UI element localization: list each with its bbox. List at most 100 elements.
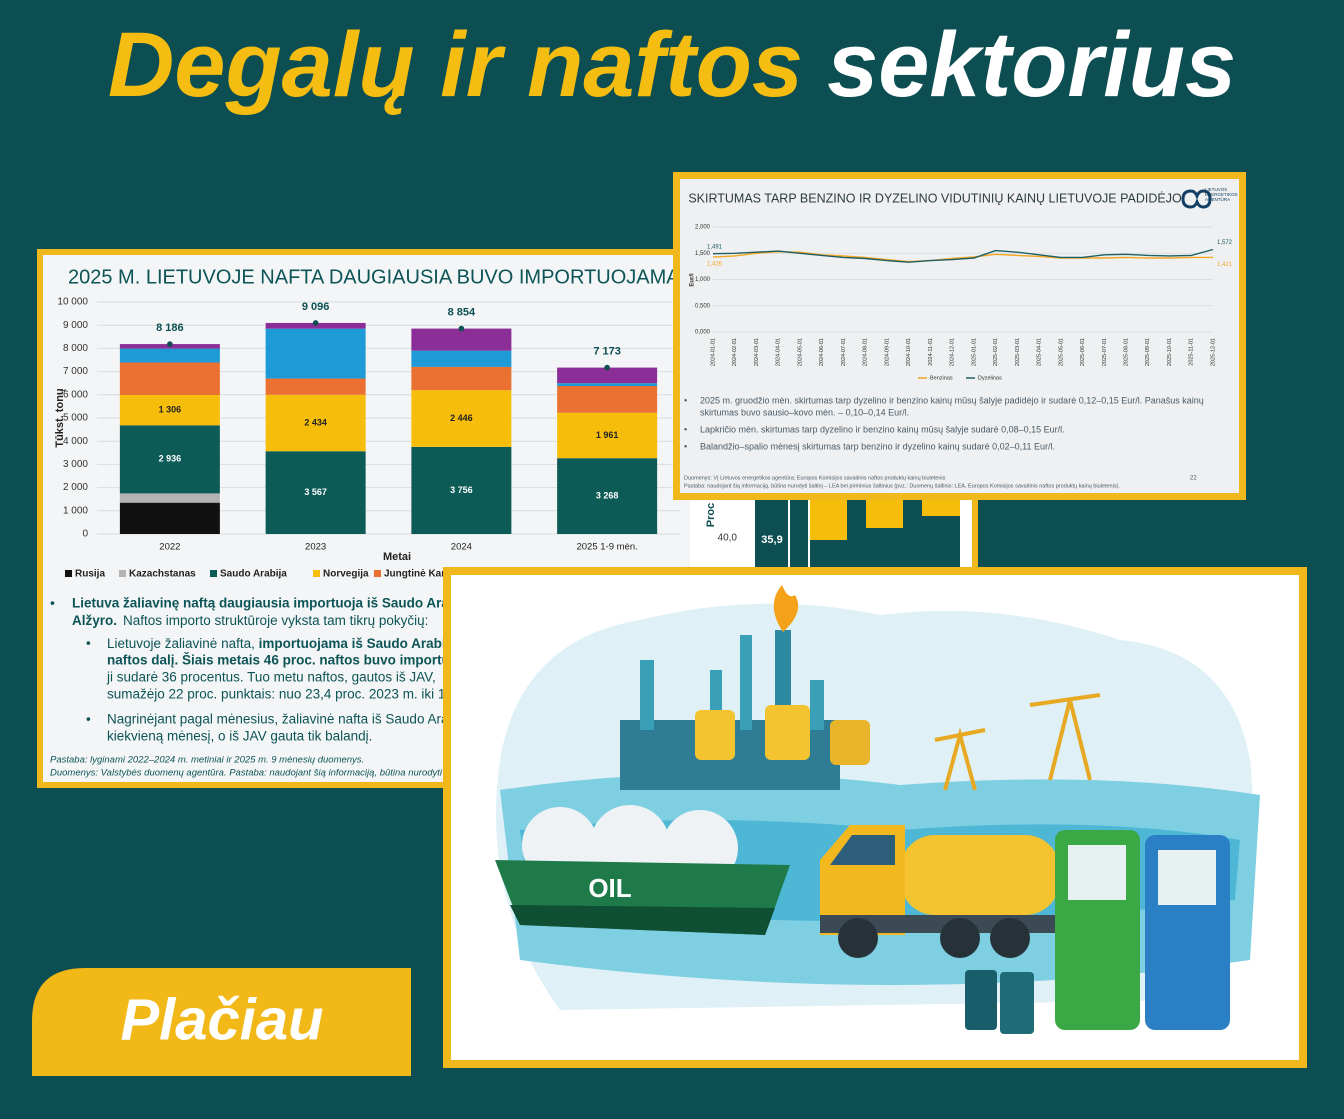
bar-segment [119,493,220,503]
bar-shape [755,500,788,570]
value-label: 1 306 [159,405,182,415]
legend-label: Jungtinė Kar [384,569,445,580]
x-tick-label: 2023 [305,542,326,553]
truck-tank [900,835,1060,915]
y-tick-label: 5 000 [63,413,88,424]
legend-label: Dyzelinas [978,375,1002,381]
x-tick-label: 2025-11-01 [1189,338,1195,366]
bullet-text: Balandžio–spalio mėnesį skirtumas tarp b… [700,441,1055,451]
page-title: Degalų ir naftos sektorius [108,14,1236,116]
bar-segment [265,322,366,329]
bullet-dot: • [50,595,55,611]
value-label: 1,426 [707,262,723,268]
bar-segment [411,366,512,391]
y-tick-label: 4 000 [63,436,88,447]
x-tick-label: 2025-09-01 [1145,338,1151,366]
button-shape[interactable] [32,968,411,1076]
bar-shape [922,516,960,570]
axis-label: Proc [705,503,717,527]
tower [810,680,824,730]
pump-jack [1029,693,1101,781]
more-button[interactable]: Plačiau [32,968,411,1076]
bullet-dot: • [86,636,91,651]
y-tick-label: 2,000 [695,225,711,231]
wheel [940,918,980,958]
x-tick-label: 2024-09-01 [884,338,890,366]
value-label: 35,9 [761,534,782,546]
value-label: 2 446 [450,413,473,423]
x-tick-label: 2024-01-01 [710,338,716,366]
bar-shape [847,500,866,570]
note: Duomenys: Valstybės duomenų agentūra. Pa… [50,768,470,779]
x-tick-label: 2025-01-01 [971,338,977,366]
value-label: 3 268 [596,490,619,500]
wheel [990,918,1030,958]
bar-segment [119,425,220,494]
x-tick-label: 2025-02-01 [993,338,999,366]
y-tick-label: 3 000 [63,459,88,470]
bold-text: importuojama iš Saudo Arabijo [259,636,458,651]
source-note: Pastaba: naudojant šią informaciją, būti… [684,483,1120,489]
bar-shape [922,500,960,516]
value-label: 2 434 [304,417,327,427]
total-label: 9 096 [302,301,330,313]
bullet-text: 2025 m. gruodžio mėn. skirtumas tarp dyz… [700,395,1204,405]
legend-swatch [374,570,381,577]
ship: OIL [495,805,790,935]
bar-shape [810,540,847,570]
bar-segment [411,350,512,367]
bar-segment [119,394,220,426]
bar-segment [557,367,658,384]
button-label[interactable]: Plačiau [120,987,323,1052]
x-axis-label: Metai [383,551,411,563]
value-label: 3 756 [450,485,473,495]
tower [740,635,752,730]
truck [820,825,1070,958]
x-tick-label: 2024-04-01 [776,338,782,366]
wheel [838,918,878,958]
bar-segment [557,383,658,387]
x-tick-label: 2024-02-01 [732,338,738,366]
x-tick-label: 2024 [451,542,472,553]
bar-segment [119,348,220,363]
tank [830,720,870,765]
bullet-text: kiekvieną mėnesį, o iš JAV gauta tik bal… [107,729,372,744]
x-tick-label: 2025-10-01 [1167,338,1173,366]
total-label: 8 854 [448,306,476,318]
x-tick-label: 2025-05-01 [1058,338,1064,366]
bullet-dot: • [684,441,687,451]
x-tick-label: 2025 1-9 mėn. [576,542,637,553]
tank [695,710,735,760]
total-marker [167,341,173,347]
legend-swatch [313,570,320,577]
stacked-bar-chart: 0 1 000 2 000 3 000 4 000 5 000 6 000 7 000 8 00… [54,297,680,580]
y-tick-label: 0,000 [695,330,711,336]
total-marker [312,320,319,326]
value-label: 1,421 [1217,262,1233,268]
x-tick-label: 2024-06-01 [819,338,825,366]
legend-label: Kazachstanas [129,569,196,580]
legend-label: Rusija [75,569,105,580]
bar-segment [557,386,658,413]
logo-text: LIETUVOS [1205,187,1227,192]
y-tick-label: 40,0 [718,533,738,544]
value-label: 2 936 [159,454,182,464]
refinery [620,585,870,790]
bar-shape [866,500,903,528]
pump-jacks [934,693,1101,791]
bar-segment [557,458,658,534]
total-marker [458,325,465,332]
bullet-text: naftos dalį. Šiais metais 46 proc. nafto… [107,653,463,668]
bullet-text: Alžyro. Naftos importo struktūroje vyksta… [72,613,428,628]
slide-title: SKIRTUMAS TARP BENZINO IR DYZELINO VIDUT… [688,191,1182,205]
x-tick-label: 2024-12-01 [950,338,956,366]
value-label: 1,491 [707,244,723,250]
tank [765,705,810,760]
bar-segment [411,390,512,447]
bullet-text: Nagrinėjant pagal mėnesius, žaliavinė na… [107,712,449,727]
legend-swatch [119,570,126,577]
illustration: OIL [443,567,1307,1068]
x-tick-label: 2024-08-01 [863,338,869,366]
bullet-text: skirtumas buvo sausio–kovo mėn. – 0,10–0… [700,407,909,417]
bar-segment [411,328,512,351]
